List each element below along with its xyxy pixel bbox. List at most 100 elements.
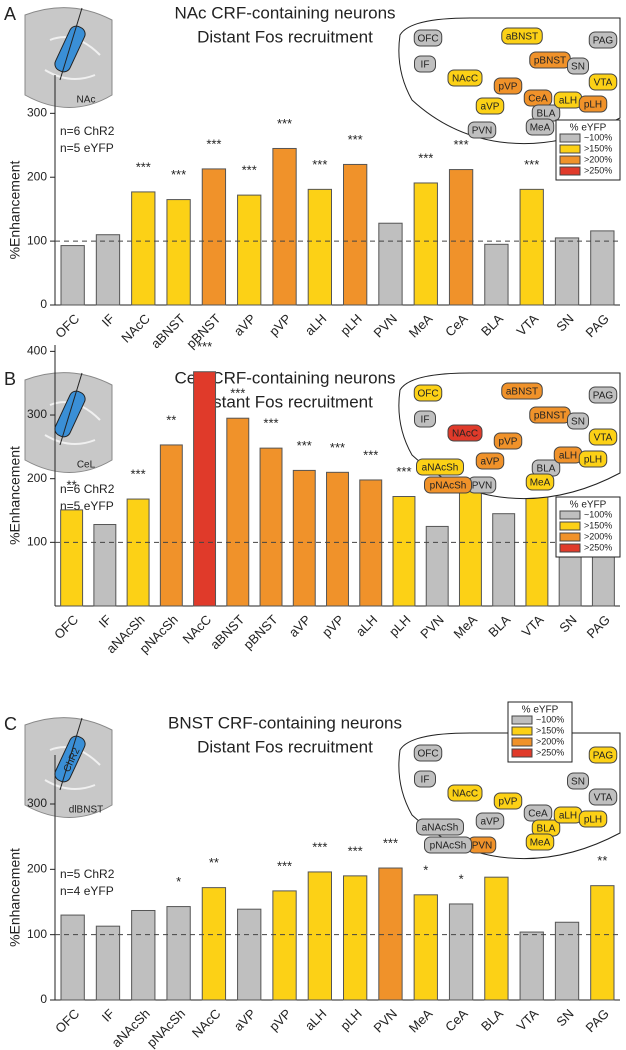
bar [60,914,85,1001]
bar [166,906,191,1001]
significance: *** [312,157,327,172]
y-tick-label: 0 [40,992,47,1006]
region-label: PAG [593,751,614,762]
y-tick-label: 200 [27,471,47,485]
region-label: OFC [417,34,438,45]
legend-swatch [559,521,581,531]
significance: * [423,862,428,877]
region-label: CeA [528,809,548,820]
x-tick-label: PAG [583,1006,612,1035]
y-tick-label: 400 [27,344,47,358]
legend-label: >150% [584,520,612,530]
x-tick-label: IF [99,1006,118,1025]
region-label: aBNST [506,32,538,43]
significance: *** [396,464,411,479]
region [413,744,443,762]
region-label: aVP [481,817,500,828]
x-tick-label: PVN [417,612,447,642]
region-label: pLH [584,455,602,466]
legend-swatch [511,748,533,758]
bar [131,909,156,1001]
region [467,121,497,139]
region-label: pNAcSh [430,481,467,492]
x-tick-label: IF [99,311,118,330]
panel-label: C [4,714,17,734]
note: n=6 ChR2 [60,124,115,138]
region [416,458,464,476]
region [424,836,472,854]
region-label: IF [421,60,430,71]
region [416,818,464,836]
probe [54,25,86,73]
region-label: SN [571,62,585,73]
region-label: aLH [559,96,577,107]
bar [237,194,262,306]
bar [484,876,509,1001]
x-tick-label: PAG [583,311,612,340]
bar [448,169,474,306]
chart-title: NAc CRF-containing neurons [174,3,395,22]
region [414,770,436,788]
x-tick-label: pLH [337,1006,364,1033]
x-tick-label: PAG [584,612,613,641]
bar [590,230,615,306]
bar [166,199,191,306]
region-label: IF [421,415,430,426]
region [578,810,608,828]
region [567,57,589,75]
bar [60,509,84,607]
y-axis-label: %Enhancement [7,160,23,259]
x-tick-label: IF [96,612,115,631]
x-tick-label: CeA [442,311,471,340]
significance: *** [454,137,469,152]
probe [54,390,86,438]
significance: * [176,874,181,889]
x-tick-label: aVP [231,1006,259,1034]
significance: ** [597,853,607,868]
significance: *** [136,159,151,174]
x-tick-label: pVP [266,311,294,339]
legend-label: >250% [584,165,612,175]
region [588,746,618,764]
x-tick-label: MeA [406,311,436,341]
significance: *** [363,447,378,462]
region-label: aVP [481,457,500,468]
x-tick-label: NAcC [189,1006,224,1041]
legend-label: ~100% [584,509,612,519]
note: n=4 eYFP [60,884,114,898]
x-tick-label: aLH [302,1006,329,1033]
significance: ** [166,412,176,427]
legend-swatch [559,532,581,542]
region-label: VTA [594,433,613,444]
region-label: aBNST [506,387,538,398]
bar [492,513,516,607]
chart-title: CeA CRF-containing neurons [174,368,395,387]
bar [201,168,227,306]
bar [193,371,217,607]
region-label: MeA [530,123,551,134]
region [413,384,443,402]
region [475,452,505,470]
legend-title: % eYFP [570,123,607,134]
region-label: PVN [472,126,493,137]
x-tick-label: VTA [513,311,541,339]
y-tick-label: 300 [27,106,47,120]
region-label: aNAcSh [422,823,459,834]
region-label: BLA [537,109,556,120]
region [501,382,543,400]
region-label: IF [421,775,430,786]
bar [525,492,549,607]
legend-swatch [559,144,581,154]
x-tick-label: VTA [519,612,547,640]
inset-label: NAc [77,95,96,106]
region-label: PVN [472,481,493,492]
region-label: OFC [417,389,438,400]
bar [458,487,482,607]
region-label: NAcC [452,429,478,440]
significance: * [459,871,464,886]
significance: *** [277,858,292,873]
region-label: pVP [499,797,518,808]
x-tick-label: OFC [52,1006,82,1036]
bar [226,417,250,607]
y-tick-label: 300 [27,796,47,810]
